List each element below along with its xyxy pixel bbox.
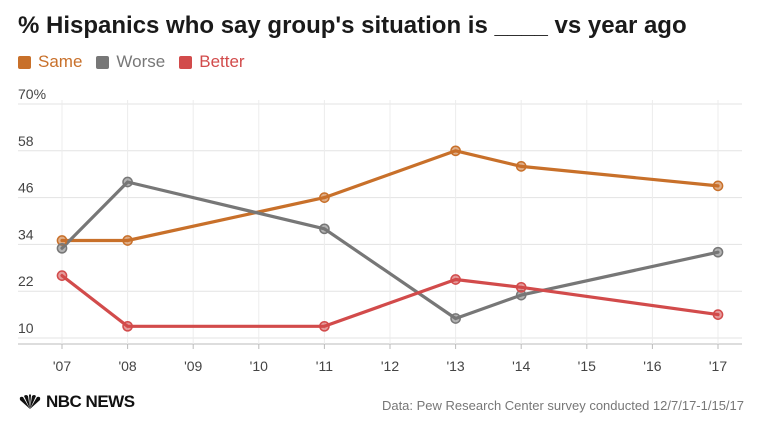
series-line-better	[60, 274, 720, 328]
data-point-better	[515, 281, 527, 293]
x-tick-label: '16	[643, 358, 661, 374]
legend-label-worse: Worse	[116, 52, 166, 71]
data-point-worse	[712, 246, 724, 258]
series-lines	[60, 149, 720, 328]
data-point-better	[56, 270, 68, 281]
x-tick-label: '09	[184, 358, 202, 374]
legend-item-worse: Worse	[96, 52, 165, 72]
legend: Same Worse Better	[18, 52, 245, 72]
data-point-worse	[450, 313, 461, 324]
x-tick-label: '14	[512, 358, 530, 374]
peacock-icon	[19, 394, 41, 409]
y-tick-label: 58	[18, 133, 34, 149]
data-point-same	[515, 161, 527, 172]
legend-item-better: Better	[179, 52, 245, 72]
chart-title: % Hispanics who say group's situation is…	[18, 12, 687, 39]
y-tick-label: 70%	[18, 86, 46, 102]
data-point-better	[319, 320, 330, 332]
series-line-same	[60, 149, 720, 243]
legend-label-same: Same	[38, 52, 83, 71]
x-axis-ticks: '07 '08 '09 '10 '11 '12 '13 '14 '15 '16 '17	[53, 358, 727, 374]
x-tick-label: '08	[118, 358, 136, 374]
x-tick-label: '12	[381, 358, 399, 374]
data-point-same	[450, 145, 461, 157]
y-tick-label: 34	[18, 226, 34, 242]
data-point-better	[450, 274, 461, 285]
data-point-worse	[319, 223, 330, 235]
data-point-better	[712, 309, 724, 320]
legend-swatch-worse	[96, 55, 110, 69]
gridlines	[18, 100, 742, 349]
legend-swatch-same	[18, 55, 31, 69]
x-tick-label: '17	[709, 358, 727, 374]
data-point-better	[122, 320, 133, 332]
legend-swatch-better	[179, 55, 193, 69]
data-point-same	[319, 192, 330, 203]
series-line-worse	[60, 180, 720, 321]
legend-item-same: Same	[18, 52, 82, 72]
y-tick-label: 46	[18, 180, 34, 196]
nbc-news-logo: NBC NEWS	[18, 392, 135, 412]
data-point-same	[712, 180, 724, 192]
y-axis-ticks: 70% 58 46 34 22 10	[18, 86, 46, 336]
data-point-worse	[56, 242, 68, 254]
source-note: Data: Pew Research Center survey conduct…	[381, 398, 744, 413]
y-tick-label: 10	[18, 320, 34, 336]
legend-label-better: Better	[199, 52, 245, 71]
data-point-same	[122, 235, 133, 246]
x-tick-label: '11	[316, 358, 333, 374]
x-tick-label: '07	[53, 358, 71, 374]
data-point-worse	[122, 176, 133, 188]
x-tick-label: '10	[250, 358, 268, 374]
x-tick-label: '15	[578, 358, 596, 374]
logo-text: NBC NEWS	[46, 392, 135, 411]
x-tick-label: '13	[446, 358, 464, 374]
y-tick-label: 22	[18, 273, 34, 289]
series-points	[56, 145, 724, 332]
